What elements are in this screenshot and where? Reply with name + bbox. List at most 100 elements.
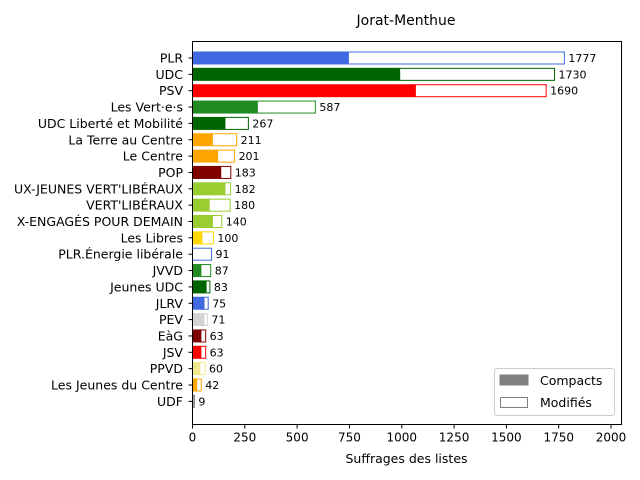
bar-modified [192,394,195,408]
data-label: 83 [214,281,228,294]
y-tick-label: JLRV [155,296,184,311]
data-label: 140 [226,216,247,229]
x-tick-label: 2000 [596,431,627,445]
bar-compact [192,280,207,294]
bar-compact [192,165,221,179]
y-tick-label: PLR.Énergie libérale [58,247,183,262]
data-label: 587 [319,101,340,114]
data-label: 63 [210,330,224,343]
bar-compact [192,215,213,228]
bar-modified [192,247,213,261]
data-label: 211 [241,134,262,147]
y-tick-label: Les Vert·e·s [111,100,183,115]
bar-modified [196,378,202,392]
data-label: 183 [235,166,256,179]
bar-compact [192,182,225,196]
y-tick-label: Le Centre [123,149,184,164]
bar-compact [192,116,225,130]
bar-modified [211,133,238,147]
y-tick-label: JSV [162,345,184,360]
data-label: 201 [239,150,260,163]
x-axis-ticks: 0 250 500 750 1000 1250 1500 1750 2000 [189,424,627,445]
y-tick-label: POP [158,165,183,180]
plot-frame [192,41,622,425]
bars-group [192,51,565,408]
data-label: 182 [235,183,256,196]
data-label: 75 [212,297,226,310]
bar-compact [192,84,416,98]
bar-modified [414,84,547,98]
bar-compact [192,51,349,65]
bar-modified [201,231,214,245]
y-tick-label: UDC Liberté et Mobilité [38,116,183,131]
bar-compact [192,313,205,327]
y-tick-label: La Terre au Centre [68,132,183,147]
y-tick-label: PPVD [150,361,183,376]
data-label: 180 [234,199,255,212]
bar-compact [192,378,197,392]
y-tick-label: EàG [158,328,183,343]
legend-swatch-compacts [499,374,529,386]
bar-compact [192,100,258,114]
x-tick-label: 1500 [491,431,522,445]
data-label: 71 [211,314,225,327]
bar-modified [256,100,316,114]
x-tick-label: 0 [189,431,197,445]
bar-modified [200,329,207,343]
x-tick-label: 1000 [386,431,417,445]
bar-modified [217,149,236,163]
bar-modified [203,313,208,327]
y-tick-label: Les Jeunes du Centre [51,378,183,393]
bar-modified [199,362,206,376]
y-tick-label: VERT'LIBÉRAUX [86,198,183,213]
legend-label-compacts: Compacts [540,373,602,388]
data-label: 100 [217,232,238,245]
y-tick-label: X-ENGAGÉS POUR DEMAIN [17,214,183,229]
bar-modified [347,51,565,65]
legend-label-modifies: Modifiés [540,395,592,410]
bar-modified [205,280,211,294]
x-tick-label: 750 [338,431,361,445]
data-label: 42 [205,379,219,392]
data-label: 1690 [550,85,578,98]
data-label: 87 [215,265,229,278]
bar-compact [192,264,201,278]
x-tick-label: 1750 [543,431,574,445]
y-tick-label: Les Libres [121,230,183,245]
bar-compact [192,329,201,343]
bar-compact [192,231,202,245]
x-tick-label: 1250 [439,431,470,445]
bar-compact [192,362,200,376]
bar-modified [399,67,556,81]
bar-compact [192,133,213,147]
y-tick-label: JVVD [152,263,183,278]
data-label: 267 [252,117,273,130]
data-labels: 1777 1730 1690 587 267 211 201 183 182 180 140 100 9… [198,52,596,408]
legend: Compacts Modifiés [494,368,615,416]
data-label: 91 [216,248,230,261]
data-label: 60 [209,363,223,376]
bar-modified [211,215,223,228]
x-tick-label: 250 [233,431,256,445]
chart-title: Jorat-Menthue [356,13,456,29]
bar-modified [208,198,231,212]
bar-compact [192,149,218,163]
bar-compact [192,67,400,81]
y-tick-label: PSV [159,83,183,98]
bar-modified [200,264,212,278]
bar-modified [200,345,207,359]
bar-compact [192,198,210,212]
bar-modified [203,296,209,310]
y-tick-label: UDC [155,67,183,82]
bar-compact [192,345,201,359]
y-tick-label: Jeunes UDC [109,279,183,294]
bar-modified [224,116,249,130]
y-tick-label: UX-JEUNES VERT'LIBÉRAUX [14,181,183,196]
data-label: 1777 [568,52,596,65]
y-tick-label: PLR [160,51,184,66]
y-tick-label: PEV [159,312,183,327]
data-label: 9 [198,395,205,408]
y-tick-label: UDF [157,394,183,409]
